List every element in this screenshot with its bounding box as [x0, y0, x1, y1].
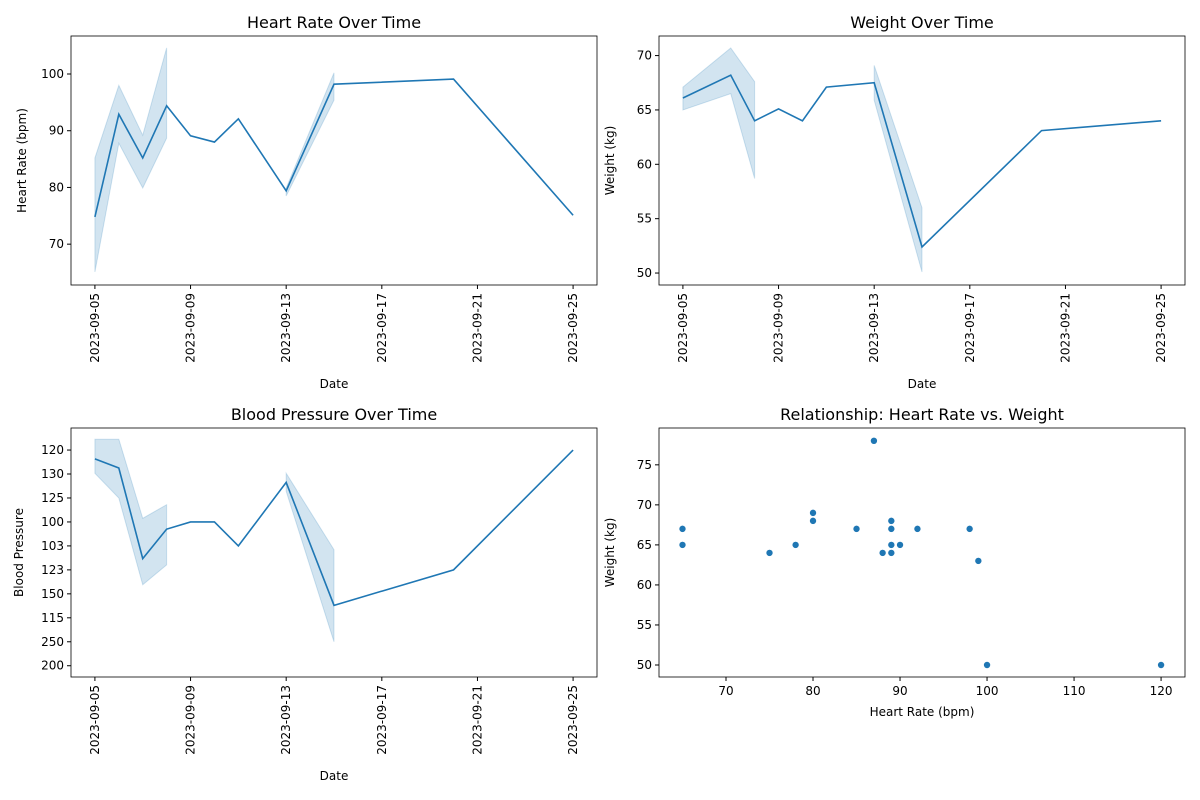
y-tick-label: 55: [637, 618, 652, 632]
y-tick-label: 125: [41, 491, 64, 505]
subplot: Relationship: Heart Rate vs. Weight 50 55 6…: [603, 405, 1186, 719]
x-tick-label: 2023-09-17: [963, 293, 977, 363]
point: [887, 549, 896, 557]
x-axis-label: Date: [320, 769, 349, 783]
y-tick-label: 50: [637, 266, 652, 280]
y-tick-label: 60: [637, 157, 652, 171]
y-tick-label: 100: [41, 515, 64, 529]
y-axis-label: Heart Rate (bpm): [15, 108, 29, 213]
point: [983, 661, 991, 669]
x-tick-label: 2023-09-25: [566, 293, 580, 363]
x-tick-label: 2023-09-09: [184, 685, 198, 755]
y-tick-label: 75: [637, 458, 652, 472]
x-axis-label: Heart Rate (bpm): [870, 705, 975, 719]
y-tick-label: 130: [41, 467, 64, 481]
x-tick-label: 2023-09-13: [279, 293, 293, 363]
y-tick-label: 120: [41, 443, 64, 457]
x-axis-label: Date: [908, 377, 937, 391]
line: [94, 78, 574, 218]
axes-frame: [70, 427, 598, 678]
y-tick-label: 103: [41, 539, 64, 553]
line: [682, 74, 1162, 249]
x-tick-label: 2023-09-17: [375, 685, 389, 755]
y-tick-label: 123: [41, 563, 64, 577]
axes-frame: [70, 35, 598, 286]
x-tick-label: 2023-09-13: [867, 293, 881, 363]
y-tick-label: 65: [637, 538, 652, 552]
y-tick-label: 200: [41, 659, 64, 673]
y-tick-label: 70: [637, 498, 652, 512]
x-tick-label: 80: [805, 684, 820, 698]
subplot: Weight Over Time 50 55 60 65 70 2023-09-05 2023…: [603, 13, 1186, 391]
point: [965, 525, 974, 533]
y-tick-label: 80: [49, 180, 64, 194]
x-tick-label: 2023-09-09: [772, 293, 786, 363]
y-tick-label: 70: [637, 49, 652, 63]
point: [913, 525, 922, 533]
point: [870, 437, 878, 445]
confidence-band: [94, 438, 335, 642]
point: [887, 525, 896, 533]
y-tick-label: 100: [41, 67, 64, 81]
x-tick-label: 2023-09-21: [1058, 293, 1072, 363]
x-tick-label: 2023-09-25: [566, 685, 580, 755]
x-tick-label: 2023-09-21: [470, 685, 484, 755]
x-axis-label: Date: [320, 377, 349, 391]
point: [1157, 661, 1165, 669]
x-tick-label: 120: [1150, 684, 1173, 698]
point: [791, 541, 800, 549]
x-tick-label: 2023-09-25: [1154, 293, 1168, 363]
x-tick-label: 70: [718, 684, 733, 698]
x-tick-label: 2023-09-09: [184, 293, 198, 363]
point: [809, 509, 817, 517]
x-tick-label: 2023-09-13: [279, 685, 293, 755]
y-tick-label: 65: [637, 103, 652, 117]
axes-frame: [658, 427, 1186, 678]
x-tick-label: 2023-09-05: [88, 685, 102, 755]
y-tick-label: 115: [41, 611, 64, 625]
x-tick-label: 2023-09-05: [88, 293, 102, 363]
x-tick-label: 2023-09-17: [375, 293, 389, 363]
point: [887, 517, 896, 525]
y-tick-label: 250: [41, 635, 64, 649]
point: [974, 557, 983, 565]
y-axis-label: Blood Pressure: [12, 508, 26, 597]
x-tick-label: 2023-09-21: [470, 293, 484, 363]
subplot-title: Weight Over Time: [850, 13, 994, 32]
axes-frame: [658, 35, 1186, 286]
y-tick-label: 60: [637, 578, 652, 592]
confidence-band: [94, 47, 335, 273]
point: [887, 541, 896, 549]
subplot: Heart Rate Over Time 70 80 90 100 2023-09-05 2…: [15, 13, 598, 391]
subplot: Blood Pressure Over Time 120 130 125 100 103 1…: [12, 405, 598, 783]
point: [852, 525, 861, 533]
point: [765, 549, 774, 557]
y-tick-label: 150: [41, 587, 64, 601]
x-tick-label: 100: [976, 684, 999, 698]
confidence-band: [682, 47, 923, 273]
y-tick-label: 50: [637, 658, 652, 672]
y-axis-label: Weight (kg): [603, 518, 617, 588]
y-axis-label: Weight (kg): [603, 126, 617, 196]
subplot-title: Heart Rate Over Time: [247, 13, 421, 32]
line: [94, 449, 574, 607]
point: [896, 541, 904, 549]
point: [678, 525, 687, 533]
x-tick-label: 2023-09-05: [676, 293, 690, 363]
y-tick-label: 70: [49, 237, 64, 251]
y-tick-label: 90: [49, 124, 64, 138]
x-tick-label: 90: [892, 684, 907, 698]
point: [878, 549, 887, 557]
y-tick-label: 55: [637, 212, 652, 226]
subplot-title: Relationship: Heart Rate vs. Weight: [780, 405, 1064, 424]
point: [678, 541, 687, 549]
point: [809, 517, 817, 525]
subplot-title: Blood Pressure Over Time: [231, 405, 437, 424]
x-tick-label: 110: [1063, 684, 1086, 698]
